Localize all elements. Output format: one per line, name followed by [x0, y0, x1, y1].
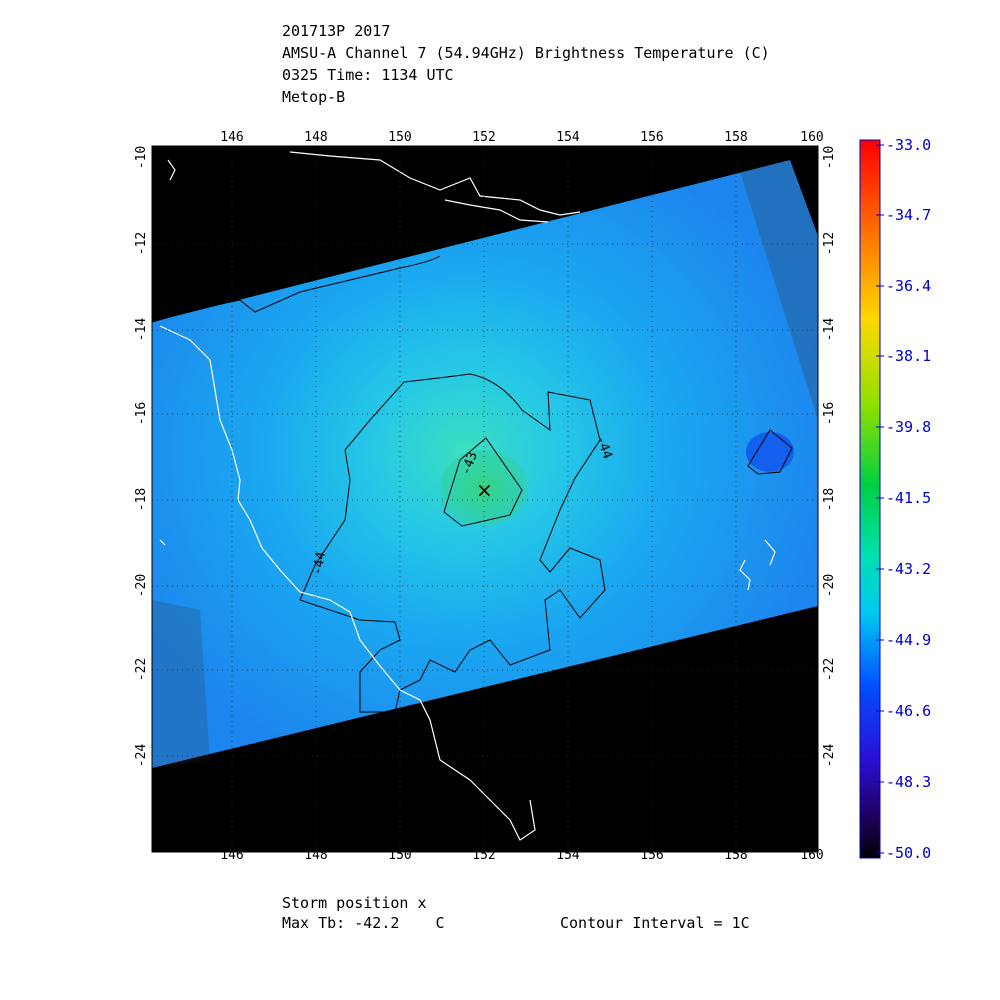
lat-label-left: -24	[134, 743, 150, 768]
storm-position-note: Storm position x	[282, 894, 427, 912]
lon-label-top: 160	[800, 130, 824, 145]
lon-label-bottom: 148	[304, 848, 328, 863]
lon-label-bottom: 160	[800, 848, 824, 863]
contour-interval: Contour Interval = 1C	[560, 914, 750, 932]
lon-label-top: 152	[472, 130, 496, 145]
edge-stipple	[152, 160, 818, 768]
colorbar-label: -38.1	[886, 347, 932, 365]
plot-frame	[151, 145, 819, 853]
coastlines	[159, 151, 776, 841]
contours	[152, 255, 793, 713]
lon-label-bottom: 156	[640, 848, 664, 863]
lat-label-left: -14	[134, 317, 150, 342]
colorbar-ticks	[876, 144, 884, 854]
lon-label-top: 154	[556, 130, 580, 145]
title-time: 0325 Time: 1134 UTC	[282, 66, 454, 84]
lon-label-top: 156	[640, 130, 664, 145]
lat-label-right: -10	[822, 145, 838, 170]
lat-label-right: -16	[822, 401, 838, 426]
lon-label-bottom: 158	[724, 848, 748, 863]
colorbar-label: -36.4	[886, 277, 932, 295]
lon-label-bottom: 152	[472, 848, 496, 863]
lat-label-left: -12	[134, 231, 150, 256]
max-tb: Max Tb: -42.2 C	[282, 914, 445, 932]
colorbar-label: -39.8	[886, 418, 932, 436]
storm-position-marker: ×	[476, 478, 493, 502]
lon-label-bottom: 154	[556, 848, 580, 863]
colorbar-label: -50.0	[886, 844, 932, 862]
lat-label-left: -16	[134, 401, 150, 426]
colorbar	[859, 139, 881, 859]
cold-patch	[746, 432, 794, 472]
colorbar-label: -33.0	[886, 136, 932, 154]
grid	[152, 146, 818, 852]
lat-label-left: -20	[134, 573, 150, 598]
lat-label-left: -10	[134, 145, 150, 170]
colorbar-label: -46.6	[886, 702, 932, 720]
lat-label-right: -14	[822, 317, 838, 342]
lat-label-right: -24	[822, 743, 838, 768]
lon-label-top: 158	[724, 130, 748, 145]
lat-label-right: -18	[822, 487, 838, 512]
colorbar-label: -34.7	[886, 206, 932, 224]
lat-label-left: -18	[134, 487, 150, 512]
lat-label-right: -22	[822, 657, 838, 682]
title-channel: AMSU-A Channel 7 (54.94GHz) Brightness T…	[282, 44, 770, 62]
lon-label-bottom: 150	[388, 848, 412, 863]
lat-label-right: -12	[822, 231, 838, 256]
lon-label-top: 150	[388, 130, 412, 145]
lat-label-right: -20	[822, 573, 838, 598]
lon-label-top: 146	[220, 130, 244, 145]
lon-label-bottom: 146	[220, 848, 244, 863]
colorbar-label: -41.5	[886, 489, 932, 507]
colorbar-label: -44.9	[886, 631, 932, 649]
lon-label-top: 148	[304, 130, 328, 145]
warm-core	[440, 450, 528, 526]
title-storm-id: 201713P 2017	[282, 22, 391, 40]
colorbar-label: -48.3	[886, 773, 932, 791]
colorbar-label: -43.2	[886, 560, 932, 578]
title-satellite: Metop-B	[282, 88, 346, 106]
lat-label-left: -22	[134, 657, 150, 682]
